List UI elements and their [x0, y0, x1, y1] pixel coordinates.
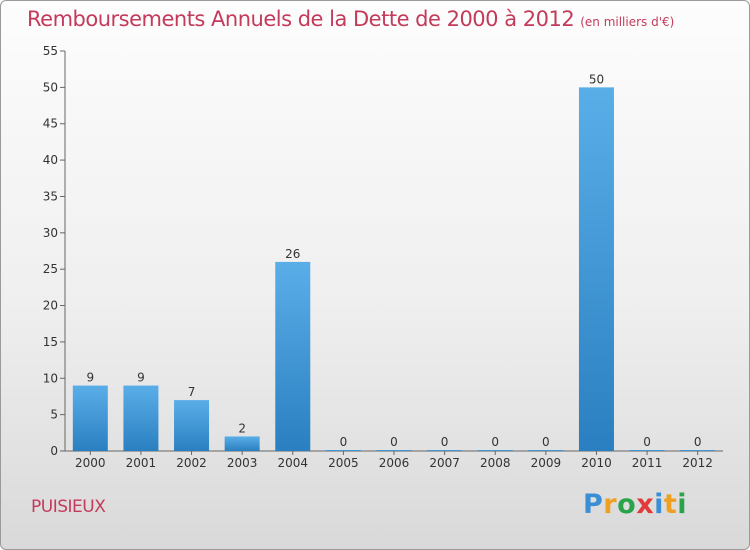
logo-letter: o [617, 489, 637, 520]
value-label-2001: 9 [137, 371, 145, 385]
value-label-2012: 0 [694, 435, 702, 449]
x-tick-label-2005: 2005 [328, 456, 359, 470]
x-tick-label-2000: 2000 [75, 456, 106, 470]
proxiti-logo: Proxiti [583, 489, 687, 520]
value-label-2002: 7 [188, 385, 196, 399]
value-label-2000: 9 [86, 371, 94, 385]
logo-letter: i [677, 489, 688, 520]
y-tick-label: 35 [43, 189, 58, 203]
logo-letter: i [654, 489, 664, 520]
bar-2005 [325, 450, 361, 451]
value-label-2008: 0 [491, 435, 499, 449]
x-tick-label-2002: 2002 [176, 456, 207, 470]
value-label-2007: 0 [441, 435, 449, 449]
chart-title: Remboursements Annuels de la Dette de 20… [27, 7, 674, 31]
y-tick-label: 25 [43, 262, 58, 276]
x-tick-label-2010: 2010 [581, 456, 612, 470]
bar-2007 [427, 450, 463, 451]
bar-2004 [275, 261, 311, 451]
value-label-2004: 26 [285, 247, 300, 261]
y-tick-label: 20 [43, 299, 58, 313]
value-label-2010: 50 [589, 72, 604, 86]
chart-title-text: Remboursements Annuels de la Dette de 20… [27, 7, 575, 31]
y-tick-label: 40 [43, 153, 58, 167]
x-tick-label-2007: 2007 [429, 456, 460, 470]
x-tick-label-2012: 2012 [682, 456, 713, 470]
value-label-2005: 0 [340, 435, 348, 449]
commune-name: PUISIEUX [31, 497, 106, 517]
x-tick-label-2004: 2004 [277, 456, 308, 470]
y-tick-label: 45 [43, 117, 58, 131]
bar-2010 [578, 87, 614, 451]
value-labels: 9 9 7 2 26 0 0 0 0 0 50 0 0 [86, 72, 701, 449]
chart-subtitle: (en milliers d'€) [580, 15, 675, 29]
bar-2003 [224, 436, 260, 451]
bar-2006 [376, 450, 412, 451]
y-tick-label: 5 [50, 408, 58, 422]
x-axis: 2000 2001 2002 2003 2004 2005 2006 2007 2008 2009… [65, 450, 723, 470]
y-tick-label: 15 [43, 335, 58, 349]
bars [72, 87, 716, 451]
value-label-2011: 0 [643, 435, 651, 449]
logo-letter: x [636, 489, 655, 520]
x-tick-label-2011: 2011 [632, 456, 663, 470]
y-tick-label: 30 [43, 226, 58, 240]
bar-2011 [629, 450, 665, 451]
bar-2000 [72, 385, 108, 451]
bar-2001 [123, 385, 159, 451]
value-label-2009: 0 [542, 435, 550, 449]
y-tick-label: 0 [50, 444, 58, 458]
x-tick-label-2001: 2001 [126, 456, 157, 470]
logo-letter: P [583, 489, 604, 520]
logo-letter: r [603, 489, 618, 520]
x-tick-label-2009: 2009 [531, 456, 562, 470]
bar-2008 [477, 450, 513, 451]
y-tick-label: 50 [43, 80, 58, 94]
x-tick-label-2006: 2006 [379, 456, 410, 470]
logo-letter: t [663, 489, 678, 520]
value-label-2003: 2 [238, 421, 246, 435]
bar-2009 [528, 450, 564, 451]
x-tick-label-2003: 2003 [227, 456, 258, 470]
y-tick-label: 10 [43, 371, 58, 385]
bar-2002 [174, 400, 210, 451]
x-tick-label-2008: 2008 [480, 456, 511, 470]
y-tick-label: 55 [43, 44, 58, 58]
bar-2012 [680, 450, 716, 451]
y-axis: 0 5 10 15 20 25 30 35 40 45 50 55 [43, 44, 66, 458]
value-label-2006: 0 [390, 435, 398, 449]
